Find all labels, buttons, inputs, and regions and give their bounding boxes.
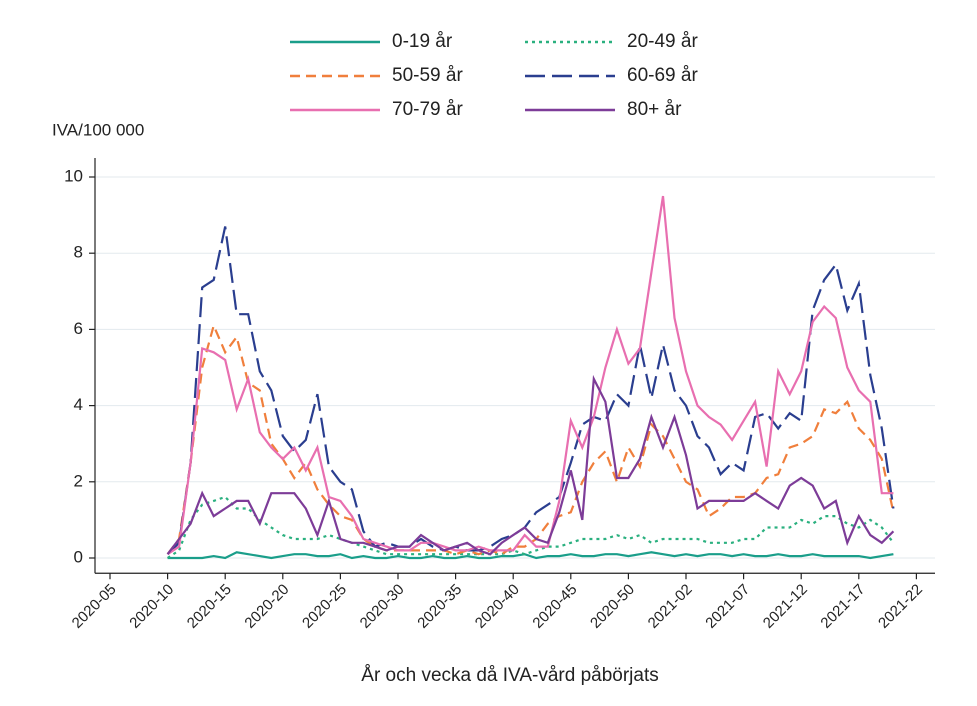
series-line	[167, 551, 894, 560]
x-tick-label: 2020-45	[529, 581, 580, 632]
legend-label: 50-59 år	[392, 65, 463, 86]
y-axis-label: IVA/100 000	[52, 120, 144, 139]
series-line	[166, 374, 895, 556]
x-tick-label: 2021-12	[760, 581, 811, 632]
x-tick-label: 2020-15	[184, 581, 235, 632]
x-tick-label: 2020-50	[587, 581, 638, 632]
legend-label: 0-19 år	[392, 31, 453, 52]
legend-label: 80+ år	[627, 99, 682, 120]
y-tick-label: 2	[74, 471, 83, 490]
x-tick-label: 2020-10	[126, 581, 177, 632]
x-tick-label: 2020-35	[414, 581, 465, 632]
x-tick-label: 2020-30	[357, 581, 408, 632]
legend-label: 20-49 år	[627, 31, 698, 52]
series-line	[166, 195, 894, 556]
x-tick-label: 2020-20	[241, 581, 292, 632]
x-tick-label: 2020-05	[69, 581, 120, 632]
x-tick-label: 2021-07	[702, 581, 753, 632]
y-tick-label: 8	[74, 243, 83, 262]
x-tick-label: 2021-17	[817, 581, 868, 632]
series-line	[166, 322, 895, 556]
y-tick-label: 10	[64, 166, 83, 185]
series-line	[166, 226, 895, 555]
legend-label: 70-79 år	[392, 99, 463, 120]
x-tick-label: 2021-22	[875, 581, 926, 632]
x-tick-label: 2021-02	[645, 581, 696, 632]
y-tick-label: 4	[74, 395, 83, 414]
x-axis-label: År och vecka då IVA-vård påbörjats	[361, 665, 658, 686]
legend-label: 60-69 år	[627, 65, 698, 86]
x-tick-label: 2020-25	[299, 581, 350, 632]
series-line	[166, 495, 895, 559]
y-tick-label: 0	[74, 547, 83, 566]
y-tick-label: 6	[74, 319, 83, 338]
x-tick-label: 2020-40	[472, 581, 523, 632]
